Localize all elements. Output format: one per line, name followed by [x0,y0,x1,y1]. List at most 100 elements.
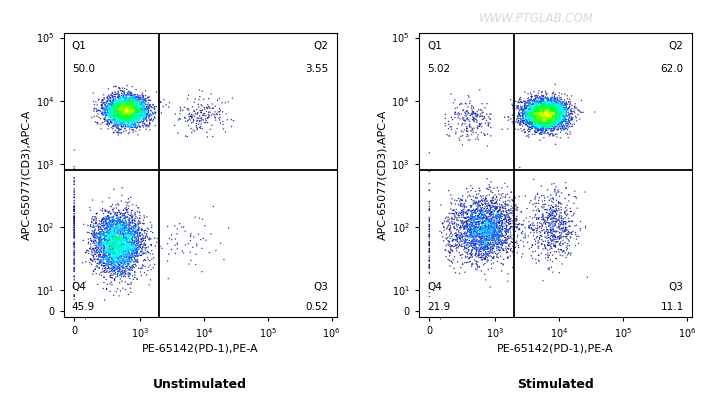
Point [522,107,533,114]
Point [489,231,501,238]
Point [120,94,131,101]
Point [101,234,112,240]
Point [549,112,560,118]
Point [488,230,499,237]
Point [443,239,455,246]
Point [546,110,557,116]
Point [540,109,551,116]
Point [558,126,569,133]
Point [575,227,586,234]
Point [531,102,542,108]
Point [123,110,134,116]
Point [104,219,115,225]
Point [104,239,116,246]
Point [501,223,513,229]
Point [112,236,123,243]
Point [117,109,128,116]
Point [107,225,118,231]
Point [544,107,555,114]
Point [115,258,126,264]
Point [530,114,541,121]
Point [134,102,145,108]
Point [128,239,140,245]
Point [117,103,128,110]
Point [109,236,120,243]
Point [104,106,115,113]
Point [129,117,140,123]
Point [109,249,121,255]
Point [124,123,135,130]
Point [463,218,474,224]
Point [544,101,556,107]
Point [443,187,454,194]
Point [531,114,542,121]
Point [467,226,479,232]
Point [130,105,141,112]
Point [552,217,563,224]
Point [546,113,557,119]
Point [545,110,556,117]
Point [525,114,537,121]
Point [114,107,125,113]
Point [547,107,558,114]
Point [536,103,547,110]
Point [122,109,133,116]
Point [516,106,527,112]
Point [544,113,556,120]
Point [129,249,140,256]
Point [104,227,115,234]
Point [445,124,457,130]
Point [452,236,463,242]
Point [539,108,550,115]
Point [556,106,568,112]
Point [547,117,558,124]
Point [532,116,543,123]
Point [131,238,142,244]
Point [511,116,522,123]
Point [94,230,105,236]
Point [105,242,116,249]
Point [93,261,104,267]
Point [137,103,148,110]
Point [109,103,120,109]
Point [188,117,199,124]
Point [121,109,133,116]
Point [116,241,128,247]
Point [111,102,122,109]
Point [107,226,119,233]
Point [125,109,136,116]
Point [138,117,150,123]
Point [549,116,561,123]
Point [557,120,568,126]
Point [201,117,212,124]
Point [104,219,116,225]
Point [445,243,456,250]
Point [564,111,575,117]
Point [532,110,543,117]
Point [440,215,451,221]
Point [129,112,140,118]
Point [112,215,124,222]
Point [127,115,138,122]
Point [554,110,565,117]
Point [482,227,493,233]
Point [560,105,571,112]
Point [113,106,124,112]
Point [123,113,134,120]
Point [530,113,542,120]
Point [109,115,120,122]
Point [124,224,135,230]
Point [119,245,131,252]
Point [109,239,120,246]
Point [525,113,537,120]
Point [473,219,484,226]
Point [554,121,565,127]
Point [489,242,500,248]
Point [131,244,142,251]
Point [116,112,128,118]
Point [129,97,140,103]
Point [118,99,129,106]
Point [539,116,551,123]
Point [101,230,112,236]
Point [112,225,124,232]
